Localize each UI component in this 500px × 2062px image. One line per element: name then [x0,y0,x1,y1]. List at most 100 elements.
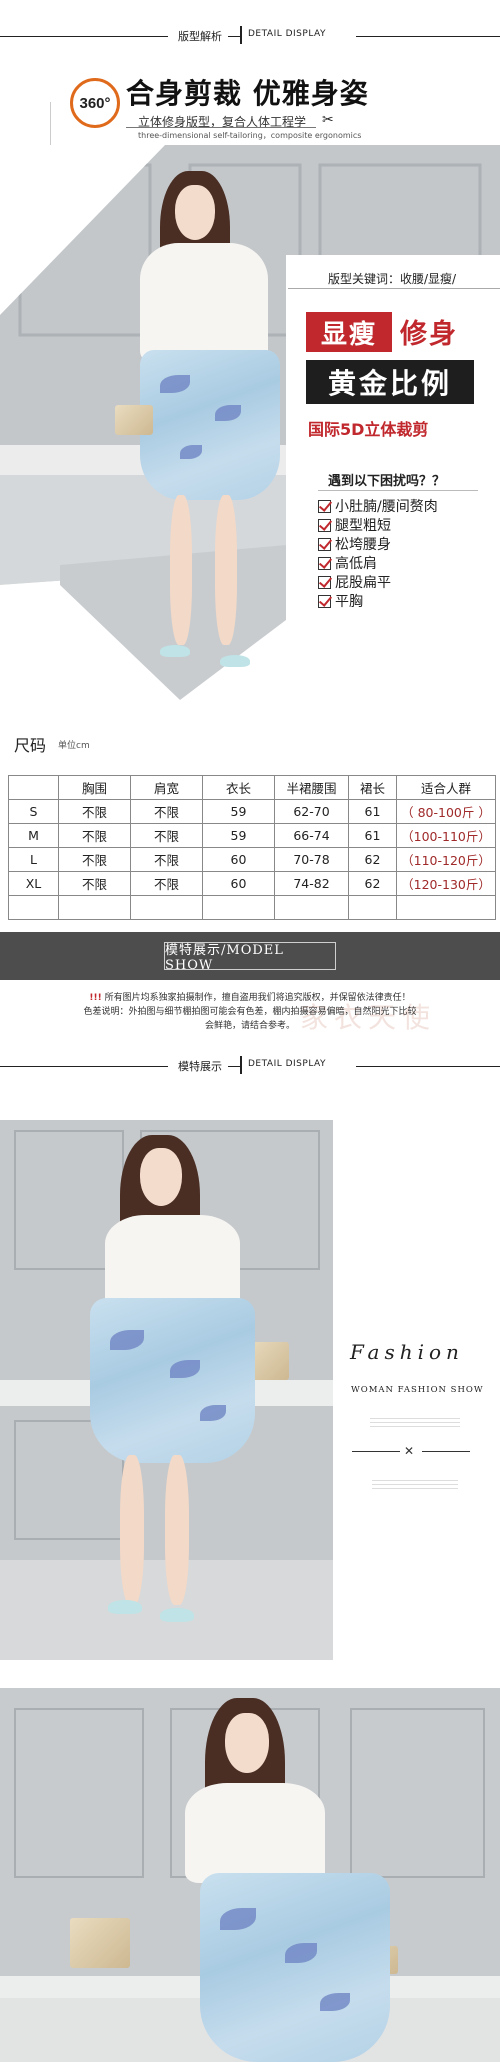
table-cell [58,895,131,920]
model-skirt [140,350,280,500]
problem-item: 腿型粗短 [318,515,391,535]
size-title: 尺码 [14,736,47,755]
model-leg [170,495,192,645]
model-face [175,185,215,240]
page-subtitle-en: three-dimensional self-tailoring，composi… [138,131,362,140]
divider [356,36,500,37]
divider [372,1488,458,1489]
model-skirt [90,1298,255,1463]
table-cell: M [8,823,59,848]
checkbox-icon [318,518,331,532]
table-cell: 62 [348,871,397,896]
table-cell: （110-120斤） [396,847,496,872]
table-header: 胸围 [58,775,131,800]
decorative-text-lines [372,1480,458,1489]
divider [370,1426,460,1427]
cross-icon: ✕ [404,1444,415,1458]
decorative-text-lines [370,1418,460,1427]
section-title-en: DETAIL DISPLAY [248,1059,327,1069]
table-cell: （100-110斤） [396,823,496,848]
table-cell [348,895,397,920]
color-notice-2: 会鲜艳，请结合参考。 [204,1021,295,1031]
model-show-banner [0,932,500,980]
skirt-print [170,1360,200,1378]
table-cell: 74-82 [274,871,349,896]
model-leg [120,1455,144,1605]
skirt-print [215,405,241,421]
notice-text: 所有图片均系独家拍摄制作，擅自盗用我们将追究版权，并保留依法律责任！ [104,993,411,1003]
problem-item: 松垮腰身 [318,534,391,554]
table-cell: 不限 [130,823,203,848]
section-header-detail: 版型解析 DETAIL DISPLAY [0,20,500,50]
scissors-icon: ✂ [322,112,334,128]
model-shoe [108,1600,142,1614]
model-top [140,243,268,363]
problem-label: 小肚腩/腰间赘肉 [335,499,438,515]
problem-item: 高低肩 [318,553,377,573]
section-title-cn: 版型解析 [178,30,222,43]
table-cell: 62 [348,847,397,872]
skirt-print [180,445,202,459]
watermark-text: 家衣天使 [300,1001,437,1034]
problem-label: 屁股扁平 [335,575,391,591]
model-face [225,1713,269,1773]
divider [370,1422,460,1423]
notice-mark: !!! [89,993,102,1003]
table-cell: （ 80-100斤 ） [396,799,496,824]
table-cell [202,895,275,920]
table-cell: 66-74 [274,823,349,848]
table-cell: 不限 [58,847,131,872]
table-row [8,895,496,920]
table-cell: 59 [202,799,275,824]
checkbox-icon [318,537,331,551]
table-cell: 61 [348,799,397,824]
divider [356,1066,500,1067]
divider [372,1484,458,1485]
table-header: 裙长 [348,775,397,800]
skirt-print [285,1943,317,1963]
table-row: L 不限 不限 60 70-78 62 （110-120斤） [8,847,496,872]
problem-item: 小肚腩/腰间赘肉 [318,496,438,516]
divider [318,490,478,491]
skirt-print [220,1908,256,1930]
table-cell: XL [8,871,59,896]
handbag [115,405,153,435]
skirt-print [200,1405,226,1421]
checkbox-icon [318,594,331,608]
table-cell: 不限 [58,823,131,848]
model-shoe [220,655,250,667]
divider [372,1480,458,1481]
divider [228,36,240,37]
table-cell: 59 [202,823,275,848]
divider-tick [240,26,242,44]
divider [288,288,500,289]
wall-panel [14,1708,144,1878]
checkbox-icon [318,575,331,589]
divider [126,127,316,128]
model-shoe [160,1608,194,1622]
tag-golden-ratio: 黄金比例 [306,360,474,404]
table-header: 适合人群 [396,775,496,800]
model-show-title: 模特展示/MODEL SHOW [164,942,336,973]
skirt-print [160,375,190,393]
table-header: 半裙腰围 [274,775,349,800]
divider [0,1066,168,1067]
divider [352,1451,400,1452]
model-leg [215,495,237,645]
size-table: 胸围 肩宽 衣长 半裙腰围 裙长 适合人群 S 不限 不限 59 62-70 6… [8,775,496,920]
table-cell: 61 [348,823,397,848]
problem-item: 屁股扁平 [318,572,391,592]
section-title-en: DETAIL DISPLAY [248,29,327,39]
table-cell: （120-130斤） [396,871,496,896]
tag-5d-cutting: 国际5D立体裁剪 [308,420,429,439]
table-row: XL 不限 不限 60 74-82 62 （120-130斤） [8,871,496,896]
360-badge: 360° [70,78,120,128]
model-photo-2 [0,1120,333,1660]
page-title: 合身剪裁 优雅身姿 [126,77,369,110]
model-skirt [200,1873,390,2062]
question-title: 遇到以下困扰吗？？ [328,474,446,489]
table-cell: 60 [202,871,275,896]
tag-fit: 修身 [400,319,458,350]
table-cell: 不限 [58,871,131,896]
section-title-cn: 模特展示 [178,1060,222,1073]
